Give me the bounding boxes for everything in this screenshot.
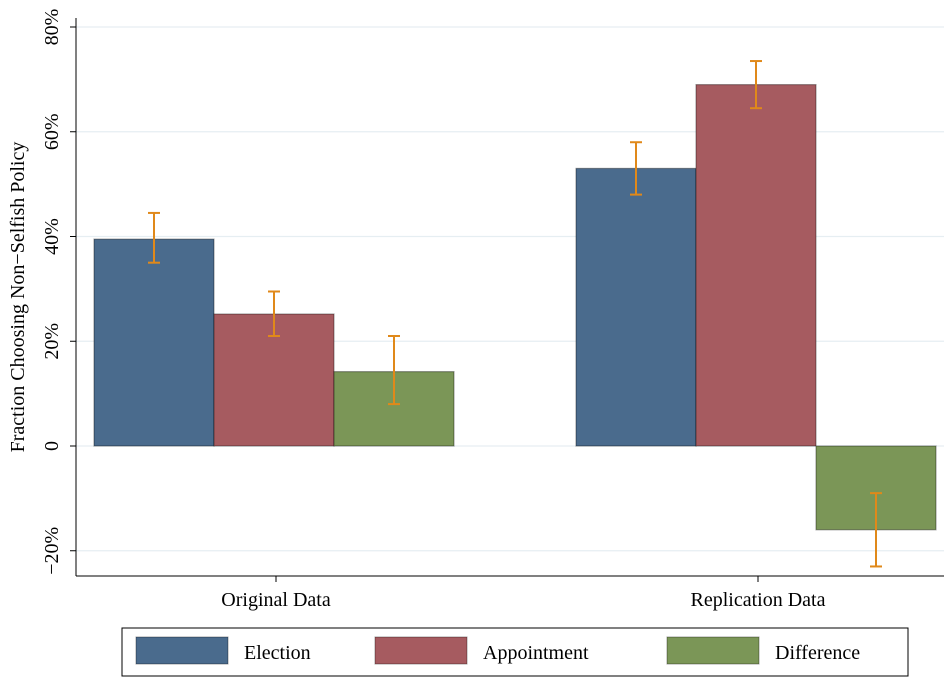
bar-election bbox=[575, 167, 697, 447]
y-tick-label: 80% bbox=[41, 9, 63, 46]
y-tick-label: 60% bbox=[41, 113, 63, 150]
legend-swatch-appointment bbox=[374, 636, 468, 665]
y-axis-ticks: −20% 0 20% 40% 60% 80% bbox=[41, 9, 76, 575]
y-tick-label: 40% bbox=[41, 218, 63, 255]
y-tick-label: 0 bbox=[41, 441, 63, 451]
legend-label-election: Election bbox=[244, 642, 311, 664]
bar-election bbox=[93, 238, 215, 447]
error-bars bbox=[148, 60, 882, 568]
bars bbox=[93, 84, 937, 531]
error-bar bbox=[148, 211, 160, 264]
legend: Election Appointment Difference bbox=[135, 636, 860, 665]
y-tick-label: −20% bbox=[41, 527, 63, 575]
legend-swatch-election bbox=[135, 636, 229, 665]
bar-appointment bbox=[695, 84, 817, 447]
error-bar bbox=[388, 335, 400, 406]
x-axis-labels: Original Data Replication Data bbox=[221, 576, 826, 611]
error-bar bbox=[750, 60, 762, 110]
legend-swatch-difference bbox=[666, 636, 760, 665]
error-bar bbox=[630, 141, 642, 196]
x-tick-label: Replication Data bbox=[691, 589, 826, 611]
error-bar bbox=[268, 290, 280, 338]
y-tick-label: 20% bbox=[41, 323, 63, 360]
error-bar bbox=[870, 492, 882, 568]
legend-label-appointment: Appointment bbox=[483, 642, 589, 664]
y-axis-label: Fraction Choosing Non−Selfish Policy bbox=[7, 142, 29, 453]
legend-label-difference: Difference bbox=[775, 642, 860, 664]
x-tick-label: Original Data bbox=[221, 589, 331, 611]
legend-box bbox=[121, 627, 909, 677]
